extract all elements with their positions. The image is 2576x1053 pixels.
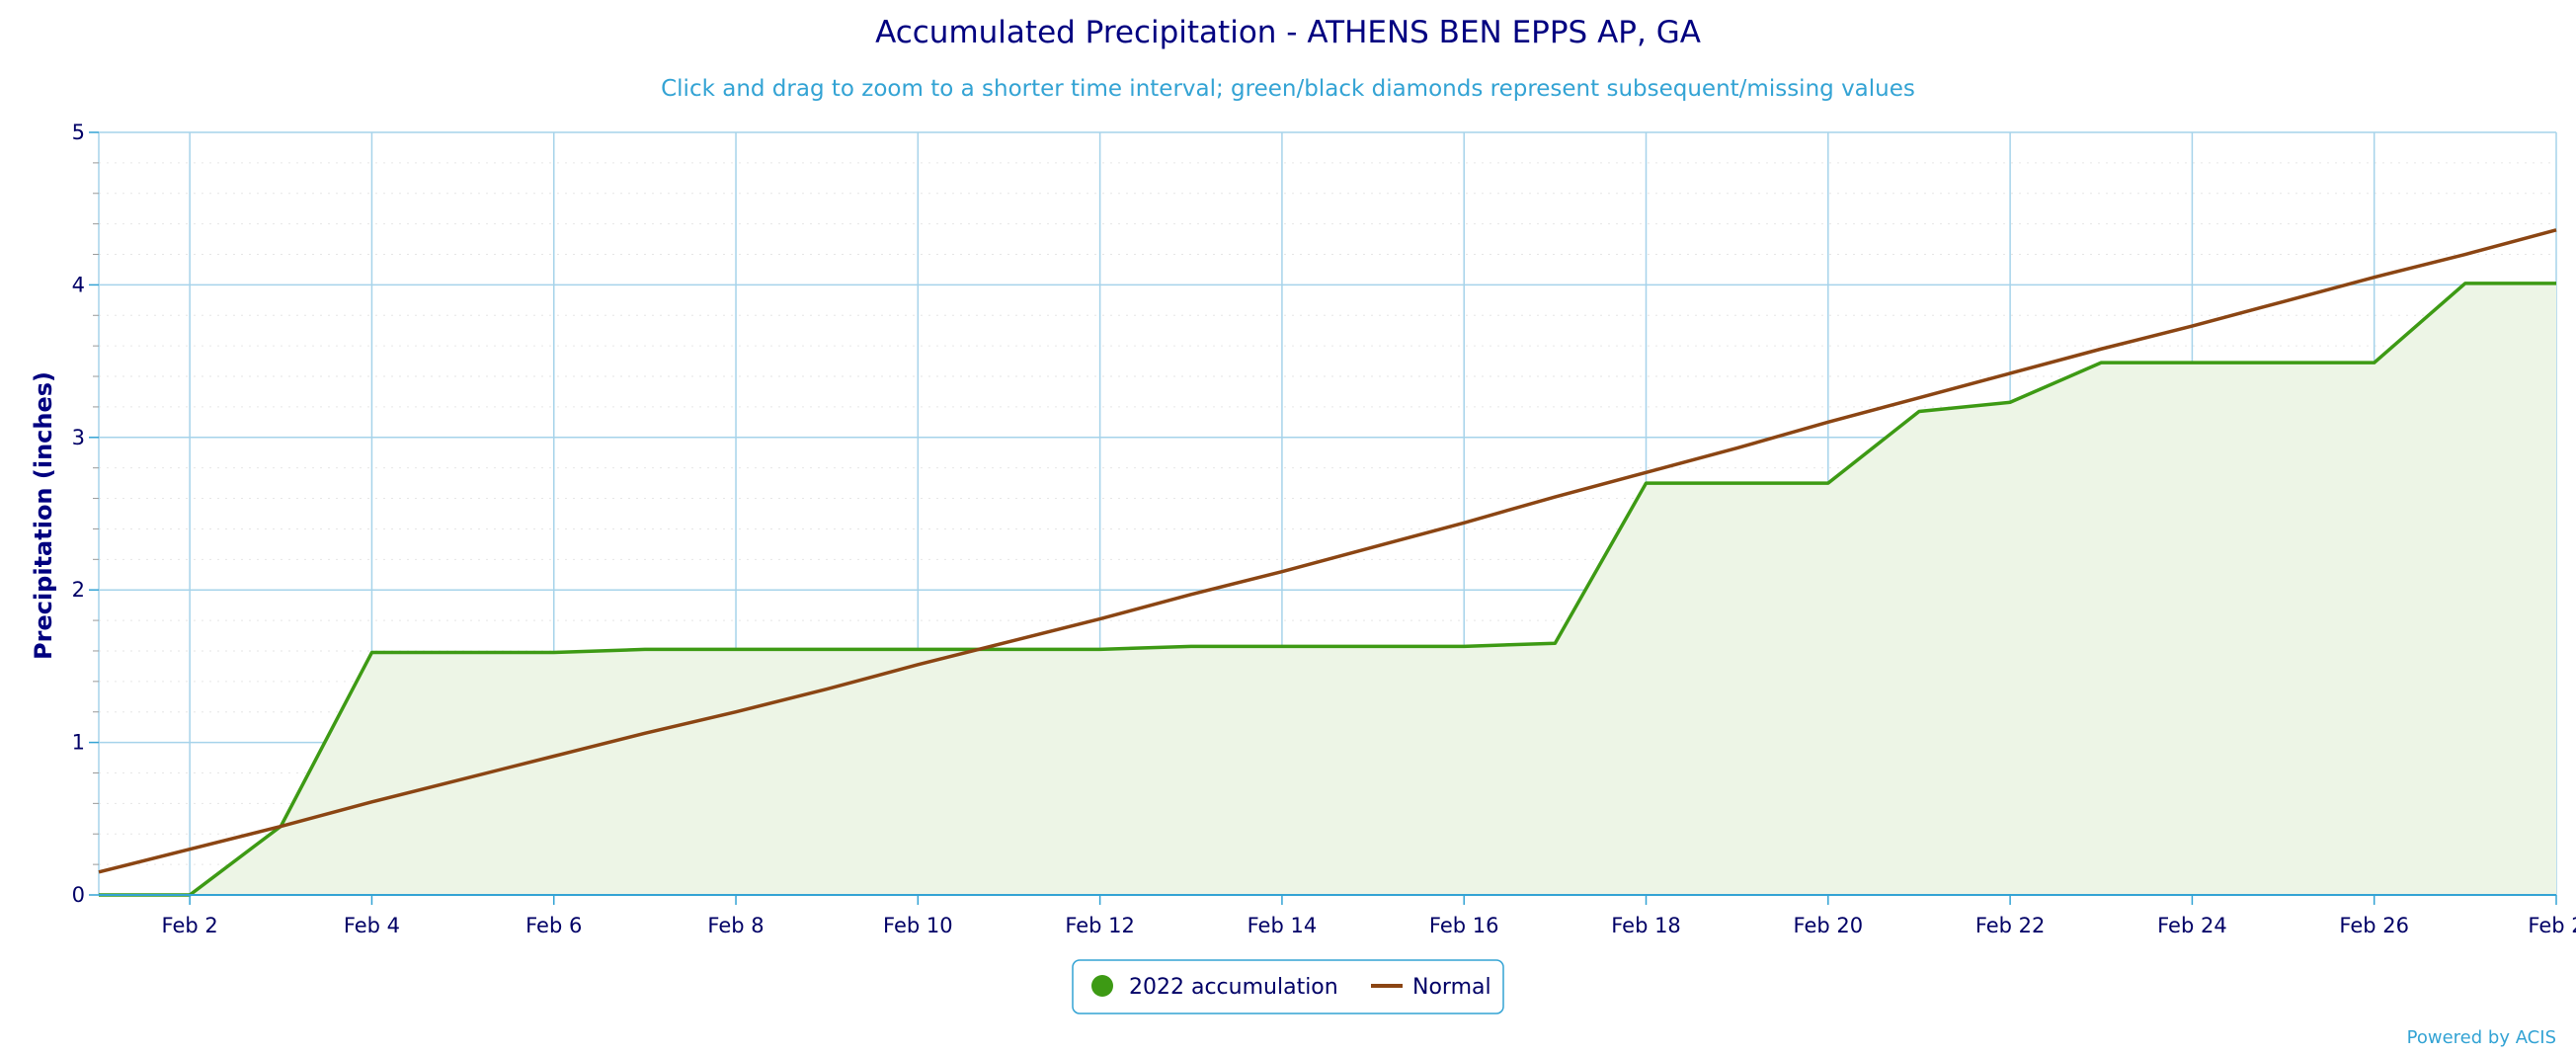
legend-box [1072,959,1504,1014]
data-point-normal[interactable] [2186,320,2198,332]
series-2022-accumulation-line[interactable] [99,282,2556,897]
data-point-normal[interactable] [821,684,833,695]
data-point-2022-accumulation[interactable] [365,647,377,659]
data-point-normal[interactable] [1822,416,1834,428]
y-axis-label: Precipitation (inches) [30,371,57,660]
data-point-2022-accumulation[interactable] [2278,357,2290,368]
data-point-normal[interactable] [365,796,377,808]
data-point-normal[interactable] [2095,343,2107,355]
y-tick-label: 0 [72,883,85,907]
data-point-2022-accumulation[interactable] [1185,640,1197,652]
data-point-2022-accumulation[interactable] [1367,640,1379,652]
data-point-normal[interactable] [1641,466,1652,478]
data-point-normal[interactable] [2550,224,2562,236]
x-tick-label: Feb 10 [883,914,953,937]
data-point-2022-accumulation[interactable] [2004,396,2016,408]
data-point-normal[interactable] [457,773,469,785]
x-tick-label: Feb 26 [2339,914,2409,937]
data-point-normal[interactable] [184,844,196,855]
legend-item-normal[interactable]: Normal [1371,975,1491,1000]
data-point-2022-accumulation[interactable] [2550,278,2562,289]
axes: 0 1 2 3 4 5 Feb 2 Feb 4 Feb 6 Feb 8 Feb 10 Feb 12 Fe… [72,121,2576,937]
data-point-normal[interactable] [1731,443,1743,454]
x-tick-label: Feb 8 [707,914,764,937]
x-tick-label: Feb 24 [2157,914,2227,937]
x-tick-label: Feb 2 [2528,914,2576,937]
data-point-2022-accumulation[interactable] [639,643,651,655]
y-tick-label: 2 [72,578,85,602]
data-point-normal[interactable] [275,821,286,833]
x-tick-label: Feb 14 [1248,914,1318,937]
x-tick-label: Feb 12 [1065,914,1135,937]
legend-label-normal: Normal [1412,975,1491,1000]
x-tick-label: Feb 4 [344,914,400,937]
legend-marker-2022-accumulation [1091,975,1113,997]
data-point-normal[interactable] [1094,613,1106,625]
data-point-2022-accumulation[interactable] [457,647,469,659]
series-normal-line[interactable] [98,228,2557,874]
legend-item-2022-accumulation[interactable]: 2022 accumulation [1091,975,1338,1000]
y-tick-label: 1 [72,731,85,755]
data-point-normal[interactable] [93,866,105,878]
data-point-normal[interactable] [639,727,651,739]
data-point-2022-accumulation[interactable] [1731,477,1743,489]
y-tick-label: 5 [72,121,85,144]
data-point-2022-accumulation[interactable] [1641,477,1652,489]
legend: 2022 accumulation Normal [1072,959,1504,1014]
data-point-2022-accumulation[interactable] [1458,640,1470,652]
y-tick-label: 4 [72,273,85,296]
data-point-normal[interactable] [548,750,560,762]
chart-title: Accumulated Precipitation - ATHENS BEN E… [875,15,1701,50]
data-point-normal[interactable] [730,706,742,718]
credit-link[interactable]: Powered by ACIS [2407,1027,2556,1048]
data-point-2022-accumulation[interactable] [1276,640,1288,652]
x-tick-label: Feb 2 [162,914,218,937]
data-point-normal[interactable] [1913,392,1925,404]
data-point-2022-accumulation[interactable] [2095,357,2107,368]
data-point-2022-accumulation[interactable] [2459,278,2471,289]
data-point-normal[interactable] [1003,636,1014,648]
data-point-normal[interactable] [2004,367,2016,379]
data-point-normal[interactable] [912,659,924,671]
data-point-normal[interactable] [1185,589,1197,601]
x-tick-label: Feb 22 [1975,914,2046,937]
data-point-2022-accumulation[interactable] [1549,637,1561,649]
data-point-2022-accumulation[interactable] [1913,406,1925,418]
data-point-normal[interactable] [2369,272,2380,284]
data-point-2022-accumulation[interactable] [1822,477,1834,489]
data-point-2022-accumulation[interactable] [821,643,833,655]
x-tick-label: Feb 18 [1611,914,1681,937]
data-point-normal[interactable] [2459,249,2471,261]
x-tick-label: Feb 6 [525,914,582,937]
data-point-2022-accumulation[interactable] [548,647,560,659]
data-point-normal[interactable] [1367,541,1379,553]
data-point-2022-accumulation[interactable] [2369,357,2380,368]
data-point-normal[interactable] [1549,491,1561,503]
data-point-2022-accumulation[interactable] [730,643,742,655]
legend-label-2022-accumulation: 2022 accumulation [1129,975,1338,1000]
y-tick-label: 3 [72,426,85,449]
data-point-normal[interactable] [2278,295,2290,307]
chart-subtitle: Click and drag to zoom to a shorter time… [661,76,1915,102]
x-tick-label: Feb 16 [1429,914,1499,937]
data-point-normal[interactable] [1276,566,1288,578]
series-layer[interactable] [93,224,2562,901]
x-tick-label: Feb 20 [1794,914,1864,937]
data-point-2022-accumulation[interactable] [2186,357,2198,368]
data-point-2022-accumulation[interactable] [912,643,924,655]
data-point-2022-accumulation[interactable] [1094,643,1106,655]
series-2022-accumulation-area [99,283,2556,896]
data-point-normal[interactable] [1458,517,1470,528]
